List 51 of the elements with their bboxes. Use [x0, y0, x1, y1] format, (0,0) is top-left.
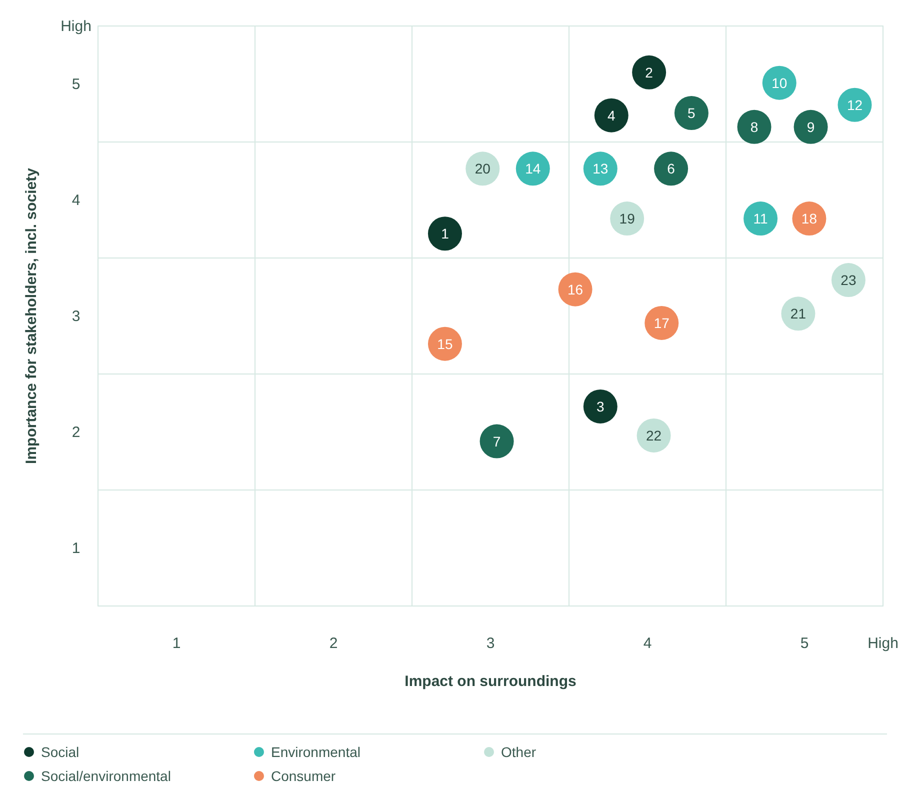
x-tick-label: 4: [643, 635, 652, 652]
annotation: 12: [846, 96, 863, 113]
annotation: 5: [688, 105, 696, 121]
point: [654, 152, 688, 186]
y-tick-label: 4: [72, 192, 80, 209]
annotation: 4: [607, 107, 616, 124]
y-tick-label: High: [60, 18, 92, 35]
x-tick-label: 3: [486, 635, 495, 652]
annotation: 9: [806, 118, 815, 135]
annotation: 11: [753, 210, 768, 227]
annotation: 2: [645, 64, 654, 80]
point: [632, 55, 666, 90]
legend-label: Consumer: [271, 768, 336, 784]
y-axis-title: Importance for stakeholders, incl. society: [23, 167, 40, 464]
annotation: 6: [667, 160, 676, 177]
annotation: 22: [646, 427, 662, 444]
x-tick-label: 5: [800, 635, 809, 652]
point: [594, 98, 628, 132]
annotation: 1: [441, 226, 450, 242]
annotation: 23: [840, 272, 856, 288]
y-tick-label: 2: [72, 424, 80, 441]
annotation: 10: [772, 74, 788, 91]
point: [794, 110, 828, 144]
x-tick-label: 2: [329, 635, 338, 652]
annotation: 19: [619, 210, 636, 227]
point: [737, 110, 772, 144]
annotation: 16: [567, 281, 584, 298]
annotation: 17: [654, 314, 670, 331]
annotation: 7: [492, 433, 501, 450]
point: [480, 424, 514, 458]
annotation: 8: [750, 118, 758, 135]
x-axis-title: Impact on surroundings: [404, 673, 576, 690]
point: [583, 389, 618, 424]
legend-label: Other: [501, 744, 536, 760]
y-tick-label: 1: [72, 540, 80, 557]
annotation: 20: [474, 160, 491, 177]
point: [674, 96, 708, 130]
x-tick-label: 1: [172, 635, 181, 652]
legend-label: Environmental: [271, 744, 360, 760]
point: [428, 216, 462, 251]
annotation: 14: [525, 160, 541, 177]
legend-label: Social/environmental: [41, 768, 171, 784]
annotation: 13: [592, 160, 608, 177]
annotation: 18: [801, 210, 818, 227]
annotation: 21: [790, 306, 806, 322]
y-tick-label: 3: [72, 308, 80, 325]
annotation: 15: [437, 336, 453, 352]
x-tick-label: High: [868, 635, 898, 652]
legend-label: Social: [41, 744, 80, 760]
annotation: 3: [596, 398, 604, 414]
y-tick-label: 5: [72, 76, 80, 93]
